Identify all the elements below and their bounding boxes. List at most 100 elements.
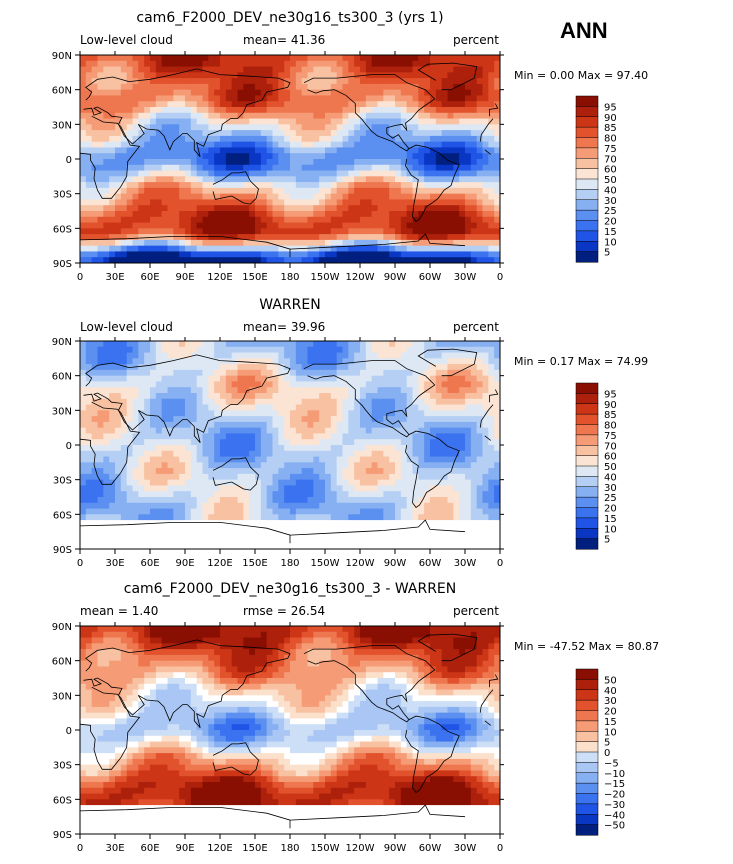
map-cell — [459, 393, 466, 400]
map-cell — [470, 205, 478, 212]
map-cell — [155, 375, 163, 382]
map-cell — [447, 153, 454, 160]
map-cell — [307, 66, 314, 73]
map-cell — [167, 251, 174, 258]
map-cell — [465, 485, 472, 492]
map-cell — [208, 445, 215, 452]
map-cell — [447, 514, 454, 521]
map-cell — [488, 159, 495, 166]
map-cell — [220, 497, 227, 504]
map-cell — [365, 83, 373, 91]
map-cell — [173, 433, 180, 440]
map-cell — [465, 375, 472, 382]
map-cell — [278, 346, 285, 354]
map-cell — [284, 234, 291, 241]
map-cell — [91, 416, 98, 423]
map-cell — [115, 211, 122, 218]
map-cell — [348, 205, 355, 212]
map-cell — [400, 164, 408, 172]
map-cell — [208, 485, 215, 492]
map-cell — [190, 508, 198, 515]
map-cell — [365, 118, 373, 125]
map-cell — [260, 239, 268, 247]
map-cell — [371, 381, 378, 388]
map-cell — [307, 211, 314, 218]
map-cell — [395, 433, 402, 440]
map-cell — [144, 352, 151, 359]
map-cell — [301, 153, 308, 160]
map-cell — [220, 245, 227, 252]
map-cell — [459, 479, 466, 486]
map-cell — [255, 433, 262, 440]
map-cell — [377, 245, 384, 252]
map-cell — [144, 520, 151, 527]
map-cell — [132, 468, 139, 475]
map-cell — [459, 141, 466, 148]
map-cell — [482, 83, 489, 91]
map-cell — [243, 502, 250, 510]
map-cell — [360, 101, 367, 108]
map-cell — [237, 130, 244, 137]
map-cell — [255, 234, 262, 241]
map-cell — [97, 450, 104, 458]
map-cell — [185, 473, 192, 481]
map-cell — [255, 176, 262, 183]
map-cell — [412, 398, 419, 406]
map-cell — [220, 72, 227, 79]
map-cell — [441, 205, 448, 212]
map-cell — [336, 433, 343, 440]
map-cell — [196, 497, 203, 504]
map-cell — [348, 147, 355, 154]
map-cell — [185, 199, 192, 206]
map-cell — [354, 164, 361, 172]
map-cell — [144, 205, 151, 212]
map-cell — [377, 479, 384, 486]
map-cell — [313, 468, 320, 475]
map-cell — [430, 234, 437, 241]
map-cell — [132, 375, 139, 382]
map-cell — [441, 66, 448, 73]
colorbar-box — [575, 220, 599, 232]
map-cell — [202, 205, 209, 212]
map-cell — [150, 364, 157, 371]
map-cell — [97, 239, 104, 247]
map-cell — [330, 159, 338, 166]
map-cell — [412, 485, 419, 492]
x-tick-label: 30W — [454, 272, 477, 283]
map-cell — [196, 404, 203, 411]
map-cell — [453, 239, 460, 247]
map-cell — [307, 159, 314, 166]
map-cell — [220, 421, 227, 429]
map-cell — [126, 502, 133, 510]
map-cell — [371, 78, 378, 85]
map-cell — [465, 346, 472, 354]
map-cell — [447, 130, 454, 137]
map-cell — [325, 101, 332, 108]
map-cell — [482, 187, 489, 195]
map-cell — [249, 514, 256, 521]
map-cell — [278, 352, 285, 359]
map-cell — [214, 393, 221, 400]
map-cell — [319, 433, 326, 440]
map-cell — [342, 130, 349, 137]
map-cell — [208, 211, 215, 218]
map-cell — [459, 130, 466, 137]
map-cell — [278, 112, 285, 120]
map-cell — [459, 404, 466, 411]
map-cell — [272, 95, 279, 102]
map-cell — [348, 257, 355, 264]
map-cell — [237, 257, 244, 264]
map-cell — [295, 135, 303, 143]
map-cell — [150, 55, 157, 62]
map-cell — [91, 439, 98, 446]
map-cell — [179, 147, 186, 154]
map-cell — [470, 199, 478, 206]
map-cell — [389, 393, 396, 400]
map-cell — [150, 83, 157, 91]
map-cell — [132, 485, 139, 492]
map-cell — [418, 245, 425, 252]
map-cell — [476, 479, 483, 486]
map-cell — [220, 387, 227, 394]
map-cell — [278, 456, 285, 463]
map-cell — [494, 502, 501, 510]
